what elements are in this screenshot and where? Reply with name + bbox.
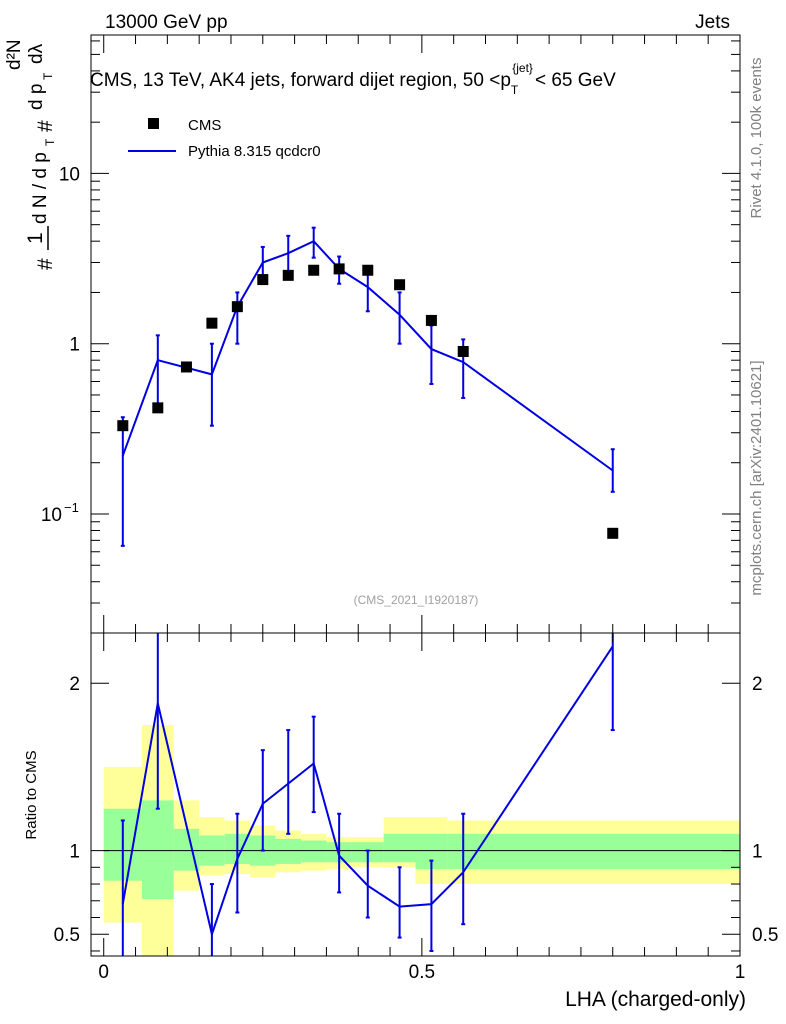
ratio-y-tick-label-left: 2: [69, 674, 80, 695]
cms-data-point: [457, 345, 469, 357]
cms-data-point: [308, 264, 320, 276]
analysis-watermark: (CMS_2021_I1920187): [354, 593, 479, 607]
header-right: Jets: [695, 12, 730, 33]
cms-data-point: [282, 269, 294, 281]
y-label-d2n: d²N: [4, 39, 25, 70]
x-tick-label: 0: [98, 962, 109, 983]
cms-data-point: [257, 274, 269, 286]
y-label-one: 1: [24, 232, 47, 244]
cms-data-point: [206, 317, 218, 329]
main-marks: [117, 226, 619, 547]
cms-data-point: [362, 264, 374, 276]
y-axis-label: # 1 d N / d p T # d p T dλ d²N: [4, 39, 57, 270]
x-axis-label: LHA (charged-only): [565, 988, 746, 1011]
ratio-band-green: [141, 800, 174, 900]
ratio-marks: [103, 633, 740, 956]
y-label-dn: d N / d p: [30, 152, 51, 224]
legend-label-pythia: Pythia 8.315 qcdcr0: [188, 143, 321, 160]
ratio-y-label: Ratio to CMS: [23, 750, 40, 839]
cms-data-point: [152, 402, 164, 414]
legend-marker-cms: [148, 118, 159, 129]
y-tick-label-exponent: −1: [64, 500, 79, 515]
y-label-T-2: T: [41, 72, 55, 80]
cms-data-point: [425, 314, 437, 326]
cms-data-point: [117, 420, 129, 432]
side-label-rivet: Rivet 4.1.0, 100k events: [748, 58, 765, 219]
y-tick-label: 10: [59, 164, 80, 185]
ratio-y-tick-label-right: 0.5: [752, 925, 778, 946]
cms-data-point: [607, 527, 619, 539]
ratio-band-green: [479, 833, 740, 869]
x-tick-label: 0.5: [409, 962, 435, 983]
ratio-ticks: 0.5 0.5 1 1 2 2 0 0.5 1: [54, 633, 778, 983]
cms-data-point: [231, 301, 243, 313]
chart-title: CMS, 13 TeV, AK4 jets, forward dijet reg…: [90, 61, 616, 97]
ratio-panel: 0.5 0.5 1 1 2 2 0 0.5 1 Ratio to CMS: [23, 632, 778, 983]
ratio-band-green: [383, 833, 416, 863]
ratio-frame: [90, 632, 741, 957]
y-label-hash-2: #: [34, 120, 57, 132]
ratio-y-tick-label-right: 1: [752, 842, 763, 863]
y-tick-label: 10: [41, 505, 62, 526]
ratio-y-tick-label-left: 1: [69, 842, 80, 863]
side-label-mcplots: mcplots.cern.ch [arXiv:2401.10621]: [748, 360, 765, 595]
cms-data-point: [333, 263, 345, 275]
ratio-band-green: [300, 840, 327, 863]
x-tick-label: 1: [735, 962, 746, 983]
ratio-y-tick-label-left: 0.5: [54, 925, 80, 946]
ratio-y-tick-label-right: 2: [752, 674, 763, 695]
cms-data-point: [180, 361, 192, 373]
y-label-T-1: T: [43, 138, 57, 146]
y-tick-label: 1: [69, 335, 80, 356]
header-left: 13000 GeV pp: [105, 12, 228, 33]
cms-data-point: [394, 279, 406, 291]
legend-label-cms: CMS: [188, 117, 221, 134]
y-label-hash-1: #: [34, 258, 57, 270]
ratio-band-green: [275, 838, 301, 864]
legend: CMS Pythia 8.315 qcdcr0: [128, 117, 321, 160]
y-label-dl: dλ: [26, 43, 47, 64]
y-label-dp: d p: [26, 84, 47, 110]
